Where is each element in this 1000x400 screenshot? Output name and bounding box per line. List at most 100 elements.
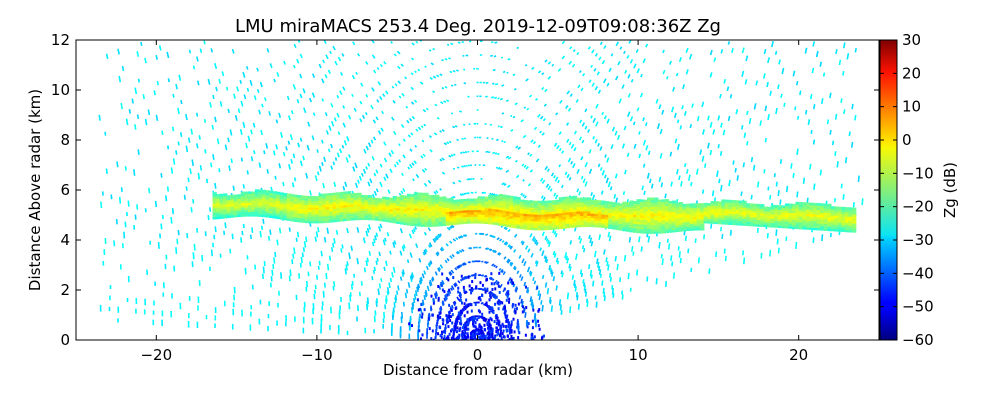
reflectivity-cell <box>398 159 402 163</box>
reflectivity-cell <box>806 211 811 215</box>
reflectivity-cell <box>477 296 480 300</box>
reflectivity-cell <box>372 119 376 124</box>
reflectivity-cell <box>781 209 786 213</box>
reflectivity-cell <box>632 214 638 218</box>
reflectivity-cell <box>505 215 511 219</box>
reflectivity-cell <box>774 213 779 217</box>
reflectivity-cell <box>367 208 373 212</box>
reflectivity-cell <box>461 277 465 281</box>
reflectivity-cell <box>827 215 832 218</box>
reflectivity-cell <box>254 207 260 210</box>
reflectivity-cell <box>846 53 850 60</box>
reflectivity-cell <box>442 322 445 326</box>
reflectivity-cell <box>520 298 523 304</box>
reflectivity-cell <box>568 60 573 65</box>
reflectivity-cell <box>472 320 475 324</box>
reflectivity-cell <box>788 214 793 218</box>
reflectivity-cell <box>417 215 422 218</box>
reflectivity-cell <box>375 211 380 215</box>
reflectivity-cell <box>534 260 538 264</box>
reflectivity-cell <box>650 183 654 189</box>
reflectivity-cell <box>498 218 503 222</box>
reflectivity-cell <box>749 212 754 216</box>
reflectivity-cell <box>678 213 684 216</box>
reflectivity-cell <box>749 221 754 225</box>
reflectivity-cell <box>553 175 556 179</box>
reflectivity-cell <box>548 207 553 210</box>
reflectivity-cell <box>526 200 532 203</box>
reflectivity-cell <box>707 212 712 215</box>
reflectivity-cell <box>629 116 634 122</box>
reflectivity-cell <box>541 214 546 217</box>
reflectivity-cell <box>329 204 334 207</box>
reflectivity-cell <box>484 196 489 200</box>
reflectivity-cell <box>519 219 525 223</box>
reflectivity-cell <box>530 216 535 219</box>
reflectivity-cell <box>512 212 518 215</box>
reflectivity-cell <box>731 48 734 54</box>
reflectivity-cell <box>318 195 323 199</box>
reflectivity-cell <box>398 95 402 99</box>
reflectivity-cell <box>375 200 380 203</box>
reflectivity-cell <box>418 316 421 323</box>
reflectivity-cell <box>415 128 419 132</box>
reflectivity-cell <box>350 245 353 251</box>
reflectivity-cell <box>247 211 253 215</box>
reflectivity-cell <box>809 220 814 224</box>
reflectivity-cell <box>595 103 599 109</box>
reflectivity-cell <box>364 212 369 216</box>
reflectivity-cell <box>448 226 452 230</box>
reflectivity-cell <box>721 199 726 203</box>
reflectivity-cell <box>503 140 507 144</box>
reflectivity-cell <box>446 257 450 262</box>
x-tick-label: 0 <box>473 346 483 364</box>
reflectivity-cell <box>438 201 443 204</box>
reflectivity-cell <box>742 200 747 204</box>
reflectivity-cell <box>445 243 449 247</box>
reflectivity-cell <box>562 199 567 202</box>
reflectivity-cell <box>619 277 622 283</box>
reflectivity-cell <box>289 134 293 141</box>
reflectivity-cell <box>300 199 306 203</box>
reflectivity-cell <box>314 218 320 222</box>
reflectivity-cell <box>531 319 534 323</box>
reflectivity-cell <box>588 79 592 84</box>
reflectivity-cell <box>707 207 712 211</box>
reflectivity-cell <box>511 336 514 340</box>
reflectivity-cell <box>834 208 839 212</box>
reflectivity-cell <box>600 190 604 195</box>
reflectivity-cell <box>735 200 740 203</box>
reflectivity-cell <box>703 163 707 168</box>
reflectivity-cell <box>509 207 514 210</box>
reflectivity-cell <box>463 262 467 266</box>
reflectivity-cell <box>261 210 267 213</box>
reflectivity-cell <box>558 197 564 200</box>
reflectivity-cell <box>438 210 443 213</box>
reflectivity-cell <box>647 217 652 221</box>
reflectivity-cell <box>558 299 562 306</box>
reflectivity-cell <box>160 223 163 230</box>
reflectivity-cell <box>746 216 751 220</box>
reflectivity-cell <box>667 243 671 250</box>
reflectivity-cell <box>647 213 652 216</box>
reflectivity-cell <box>654 217 659 221</box>
reflectivity-cell <box>449 200 454 203</box>
reflectivity-cell <box>540 300 543 305</box>
reflectivity-cell <box>223 209 228 212</box>
reflectivity-cell <box>490 193 494 196</box>
reflectivity-cell <box>841 222 846 226</box>
reflectivity-cell <box>484 318 488 323</box>
reflectivity-cell <box>799 226 804 230</box>
reflectivity-cell <box>760 217 765 221</box>
reflectivity-cell <box>841 206 846 210</box>
reflectivity-cell <box>812 139 816 145</box>
reflectivity-cell <box>741 125 744 130</box>
reflectivity-cell <box>661 215 666 218</box>
reflectivity-cell <box>399 194 405 198</box>
reflectivity-cell <box>265 199 270 202</box>
reflectivity-cell <box>498 198 503 202</box>
reflectivity-cell <box>405 105 409 109</box>
reflectivity-cell <box>439 264 444 269</box>
reflectivity-cell <box>489 334 492 338</box>
reflectivity-cell <box>509 209 514 212</box>
